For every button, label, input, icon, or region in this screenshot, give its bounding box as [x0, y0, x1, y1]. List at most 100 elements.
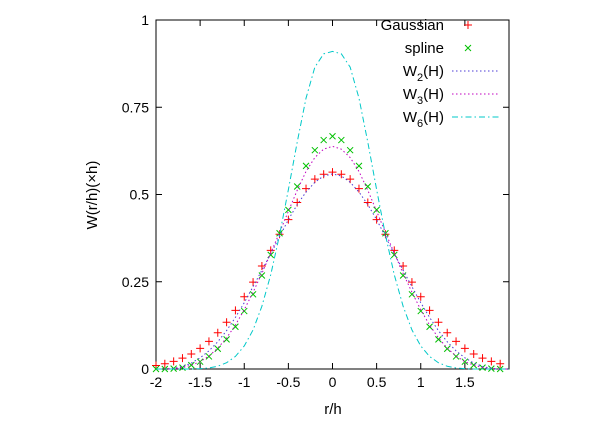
data-point — [346, 146, 354, 154]
legend-entry: W2(H) — [403, 63, 500, 84]
data-point — [231, 306, 240, 315]
legend-entry: Gaussian — [381, 17, 472, 34]
data-point — [461, 358, 469, 366]
data-point — [302, 162, 310, 170]
legend-label: W2(H) — [403, 63, 444, 84]
legend-marker — [464, 21, 472, 29]
y-tick-label: 0.25 — [122, 274, 149, 290]
series-2 — [156, 173, 509, 370]
data-point — [213, 328, 222, 337]
series-line — [156, 173, 509, 370]
data-point — [373, 206, 380, 214]
legend-label: Gaussian — [381, 17, 444, 34]
y-tick-label: 0.5 — [130, 187, 150, 203]
data-point — [425, 306, 434, 315]
x-tick-label: -1 — [238, 374, 251, 390]
data-point — [222, 318, 231, 327]
data-point — [337, 136, 345, 144]
legend-label-subscript: 2 — [417, 72, 423, 84]
data-point — [160, 359, 169, 368]
data-point — [240, 307, 248, 315]
legend-label: W6(H) — [403, 109, 444, 130]
y-tick-label: 0.75 — [122, 99, 149, 115]
data-point — [469, 349, 478, 358]
x-tick-label: 0.5 — [367, 374, 387, 390]
data-point — [187, 361, 195, 369]
data-point — [205, 353, 213, 360]
data-point — [169, 357, 178, 366]
plot-frame — [155, 19, 510, 370]
data-point — [434, 318, 443, 327]
legend-entry: spline — [405, 40, 472, 57]
legend-label-tail: (H) — [423, 63, 444, 80]
data-point — [276, 229, 283, 237]
data-point — [443, 328, 452, 337]
legend-label-subscript: 3 — [417, 95, 423, 107]
legend-label-base: W — [403, 86, 418, 103]
y-axis-label: W(r/h)(×h) — [84, 161, 101, 230]
data-point — [329, 132, 336, 140]
series-3 — [156, 145, 509, 370]
data-point — [178, 354, 187, 363]
x-tick-label: 0 — [329, 374, 337, 390]
data-point — [320, 136, 328, 144]
data-point — [187, 349, 196, 358]
data-point — [478, 354, 487, 363]
legend-entry: W3(H) — [403, 86, 500, 107]
data-point — [355, 162, 363, 170]
series-line — [156, 50, 509, 370]
legend-label-tail: (H) — [423, 109, 444, 126]
series-line — [156, 145, 509, 370]
data-point — [311, 146, 319, 154]
x-tick-label: 1 — [417, 374, 425, 390]
y-tick-label: 0 — [141, 361, 149, 377]
data-point — [196, 344, 205, 353]
data-point — [240, 292, 249, 301]
series-0 — [152, 168, 505, 370]
legend-label-base: W — [403, 63, 418, 80]
series-1 — [152, 132, 504, 373]
data-point — [319, 170, 328, 179]
legend-entry: W6(H) — [403, 109, 500, 130]
legend-label: spline — [405, 40, 444, 57]
data-point — [337, 170, 346, 179]
data-point — [408, 290, 416, 298]
data-point — [285, 206, 292, 214]
data-point — [152, 361, 160, 370]
data-point — [426, 323, 433, 331]
data-point — [328, 168, 337, 177]
legend-marker — [464, 44, 472, 52]
data-point — [293, 183, 301, 190]
data-point — [310, 175, 319, 184]
data-point — [435, 335, 442, 343]
legend-label-subscript: 6 — [417, 118, 423, 130]
data-point — [407, 278, 416, 287]
data-point — [416, 292, 425, 301]
data-point — [364, 183, 372, 190]
data-point — [223, 335, 230, 343]
data-point — [204, 337, 213, 346]
legend-label-base: W — [403, 109, 418, 126]
series-layer — [152, 50, 509, 373]
data-point — [257, 262, 266, 271]
legend-label-tail: (H) — [423, 86, 444, 103]
data-point — [487, 357, 496, 366]
y-tick-label: 1 — [141, 12, 149, 28]
legend-label: W3(H) — [403, 86, 444, 107]
series-4 — [156, 50, 509, 370]
data-point — [284, 215, 293, 224]
data-point — [354, 184, 363, 193]
axes: -2 -1.5 -1 -0.5 0 0.5 1 1.5 0 0.25 0.5 0.75 1 — [122, 12, 510, 390]
x-tick-label: -0.5 — [276, 374, 300, 390]
x-tick-label: -1.5 — [188, 374, 212, 390]
data-point — [452, 337, 461, 346]
data-point — [470, 361, 478, 369]
x-axis-label: r/h — [324, 401, 342, 418]
data-point — [258, 272, 266, 279]
x-tick-label: 1.5 — [455, 374, 475, 390]
data-point — [496, 359, 505, 368]
x-tick-label: -2 — [150, 374, 163, 390]
